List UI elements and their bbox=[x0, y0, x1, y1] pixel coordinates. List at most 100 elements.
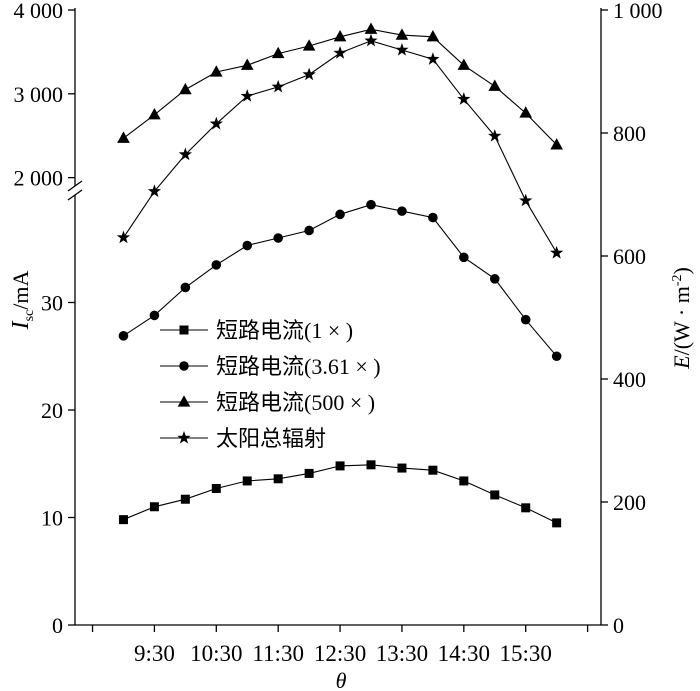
data-point-circle bbox=[397, 206, 407, 216]
y-left-tick-label: 4 000 bbox=[14, 0, 64, 23]
x-axis-label: θ bbox=[336, 668, 347, 691]
x-tick-label: 11:30 bbox=[252, 641, 304, 666]
data-point-circle bbox=[149, 310, 160, 321]
series-star bbox=[116, 33, 564, 259]
data-point-star bbox=[240, 89, 254, 102]
data-point-triangle bbox=[426, 30, 440, 42]
legend-item: 太阳总辐射 bbox=[160, 426, 326, 451]
y-left-label-subscript: sc bbox=[22, 310, 37, 322]
data-point-triangle bbox=[519, 106, 533, 118]
data-point-circle bbox=[211, 260, 222, 270]
axis-break-mark bbox=[67, 189, 83, 201]
data-point-square bbox=[149, 502, 159, 512]
y-right-tick-label: 400 bbox=[613, 367, 646, 392]
data-point-circle bbox=[242, 240, 253, 251]
data-point-star bbox=[457, 92, 471, 105]
data-point-circle bbox=[551, 351, 562, 362]
y-left-label-symbol: I bbox=[8, 320, 34, 330]
y-left-tick-label: 0 bbox=[52, 613, 63, 638]
legend-item: 短路电流(3.61 × ) bbox=[160, 354, 381, 379]
y-left-tick-label: 10 bbox=[41, 506, 63, 531]
y-left-tick-label: 20 bbox=[41, 398, 63, 423]
data-point-triangle bbox=[364, 22, 378, 34]
y-right-label-close: ) bbox=[669, 267, 694, 274]
x-tick-label: 14:30 bbox=[438, 641, 490, 666]
data-point-star bbox=[178, 147, 193, 161]
data-point-circle bbox=[520, 314, 531, 325]
y-right-tick-label: 0 bbox=[613, 613, 624, 638]
data-point-triangle bbox=[117, 131, 130, 143]
legend: 短路电流(1 × ) 短路电流(3.61 × ) 短路电流(500 × ) 太阳总辐射 bbox=[160, 318, 381, 451]
data-point-star bbox=[147, 184, 162, 198]
data-point-square bbox=[521, 503, 531, 513]
data-point-star bbox=[426, 52, 440, 65]
data-point-star bbox=[302, 67, 316, 81]
data-point-triangle bbox=[271, 46, 285, 59]
data-point-triangle bbox=[457, 58, 471, 70]
series-circle bbox=[118, 199, 562, 362]
axis-break-mark bbox=[67, 180, 83, 192]
data-point-triangle bbox=[302, 39, 316, 51]
data-point-triangle bbox=[148, 107, 161, 120]
legend-label: 短路电流(3.61 × ) bbox=[216, 354, 381, 379]
data-point-circle bbox=[335, 209, 345, 220]
series-line bbox=[123, 40, 558, 254]
data-point-square bbox=[490, 490, 500, 500]
data-point-square bbox=[242, 476, 252, 486]
data-point-circle bbox=[459, 252, 469, 263]
data-point-square bbox=[211, 483, 221, 493]
data-point-triangle bbox=[179, 82, 192, 95]
x-tick-label: 13:30 bbox=[376, 641, 428, 666]
data-point-triangle bbox=[395, 28, 409, 40]
y-left-label-unit: /mA bbox=[8, 271, 33, 310]
data-point-star bbox=[333, 46, 347, 59]
y-right-label-unit: /(W · m bbox=[669, 286, 694, 355]
data-point-square bbox=[397, 463, 407, 473]
data-point-square bbox=[304, 468, 314, 478]
legend-square-marker bbox=[179, 325, 189, 335]
data-point-circle bbox=[366, 199, 376, 210]
data-point-square bbox=[118, 515, 128, 525]
data-point-triangle bbox=[240, 58, 254, 70]
data-point-circle bbox=[273, 233, 283, 243]
data-point-triangle bbox=[209, 65, 223, 77]
data-point-circle bbox=[180, 282, 191, 293]
data-point-circle bbox=[489, 274, 500, 284]
y-left-axis-label: Isc/mA bbox=[8, 271, 37, 331]
series-square bbox=[118, 460, 562, 528]
y-right-label-symbol: E bbox=[669, 355, 694, 370]
data-point-star bbox=[488, 129, 502, 142]
data-point-star bbox=[209, 116, 223, 130]
legend-item: 短路电流(500 × ) bbox=[160, 390, 375, 415]
data-point-star bbox=[519, 193, 533, 207]
legend-label: 短路电流(1 × ) bbox=[216, 318, 353, 343]
y-left-tick-label: 2 000 bbox=[14, 166, 64, 191]
data-point-square bbox=[273, 474, 283, 484]
y-right-axis-label: E/(W · m-2) bbox=[669, 267, 694, 370]
data-point-square bbox=[459, 476, 469, 486]
y-left-tick-label: 30 bbox=[41, 291, 63, 316]
legend-circle-marker bbox=[179, 361, 189, 371]
y-right-tick-label: 600 bbox=[613, 244, 646, 269]
data-point-star bbox=[364, 33, 378, 47]
data-point-triangle bbox=[333, 30, 347, 42]
y-left-tick-label: 3 000 bbox=[14, 82, 64, 107]
data-point-triangle bbox=[550, 138, 563, 150]
y-right-label-superscript: -2 bbox=[670, 274, 685, 286]
x-tick-label: 9:30 bbox=[134, 641, 175, 666]
y-right-tick-label: 1 000 bbox=[613, 0, 663, 23]
data-point-circle bbox=[118, 331, 129, 341]
data-point-circle bbox=[304, 225, 314, 236]
data-point-circle bbox=[428, 212, 438, 223]
data-point-square bbox=[366, 460, 376, 470]
y-right-tick-label: 200 bbox=[613, 490, 646, 515]
data-point-triangle bbox=[488, 79, 502, 91]
legend-label: 太阳总辐射 bbox=[216, 426, 326, 451]
legend-triangle-marker bbox=[177, 395, 191, 407]
data-point-square bbox=[428, 465, 438, 475]
x-tick-label: 15:30 bbox=[500, 641, 552, 666]
x-tick-label: 12:30 bbox=[314, 641, 366, 666]
x-tick-label: 10:30 bbox=[190, 641, 242, 666]
data-point-star bbox=[116, 230, 131, 244]
